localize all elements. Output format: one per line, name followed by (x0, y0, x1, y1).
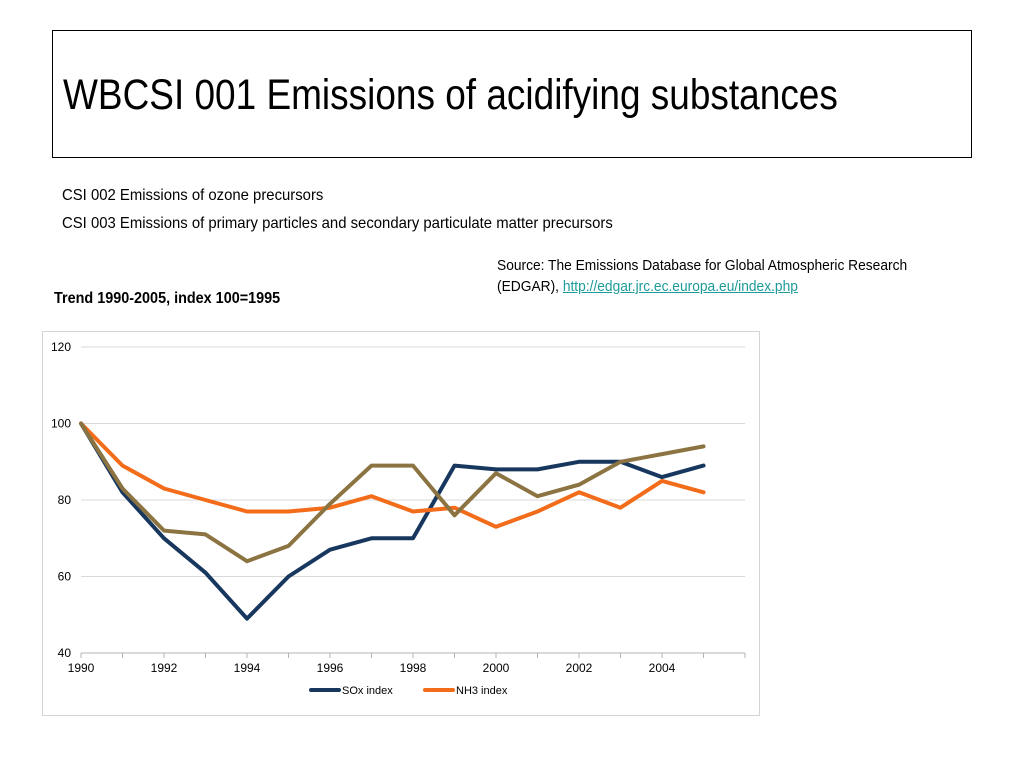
trend-label: Trend 1990-2005, index 100=1995 (54, 290, 281, 307)
series-line-3 (79, 421, 706, 564)
x-tick-label: 2000 (483, 661, 510, 675)
x-tick-label: 1992 (151, 661, 178, 675)
slide-title: WBCSI 001 Emissions of acidifying substa… (63, 71, 838, 119)
y-tick-label: 80 (58, 493, 72, 507)
title-box: WBCSI 001 Emissions of acidifying substa… (52, 30, 972, 158)
x-tick-label: 1990 (68, 661, 95, 675)
y-tick-label: 40 (58, 646, 72, 660)
source-text: Source: The Emissions Database for Globa… (497, 258, 908, 295)
legend-label-2: NH3 index (456, 685, 508, 697)
line-chart: 40 60 80 100 120 1990 1992 1994 1996 1998 2000 2002… (51, 340, 746, 697)
y-tick-label: 120 (51, 340, 71, 354)
source-note: Source: The Emissions Database for Globa… (497, 256, 944, 298)
y-tick-label: 60 (58, 570, 72, 584)
chart-frame: 40 60 80 100 120 1990 1992 1994 1996 1998 2000 2002… (42, 331, 760, 716)
source-link[interactable]: http://edgar.jrc.ec.europa.eu/index.php (562, 279, 798, 295)
series-line-2 (79, 421, 706, 529)
y-tick-label: 100 (51, 417, 71, 431)
legend-label-1: SOx index (342, 685, 393, 697)
x-tick-label: 1998 (400, 661, 427, 675)
x-tick-label: 2002 (566, 661, 593, 675)
x-tick-label: 1996 (317, 661, 344, 675)
subtitle-line-2: CSI 003 Emissions of primary particles a… (62, 215, 613, 232)
subtitle-line-1: CSI 002 Emissions of ozone precursors (62, 187, 324, 204)
x-tick-label: 1994 (234, 661, 261, 675)
series-line-1 (79, 421, 706, 621)
x-tick-label: 2004 (649, 661, 676, 675)
